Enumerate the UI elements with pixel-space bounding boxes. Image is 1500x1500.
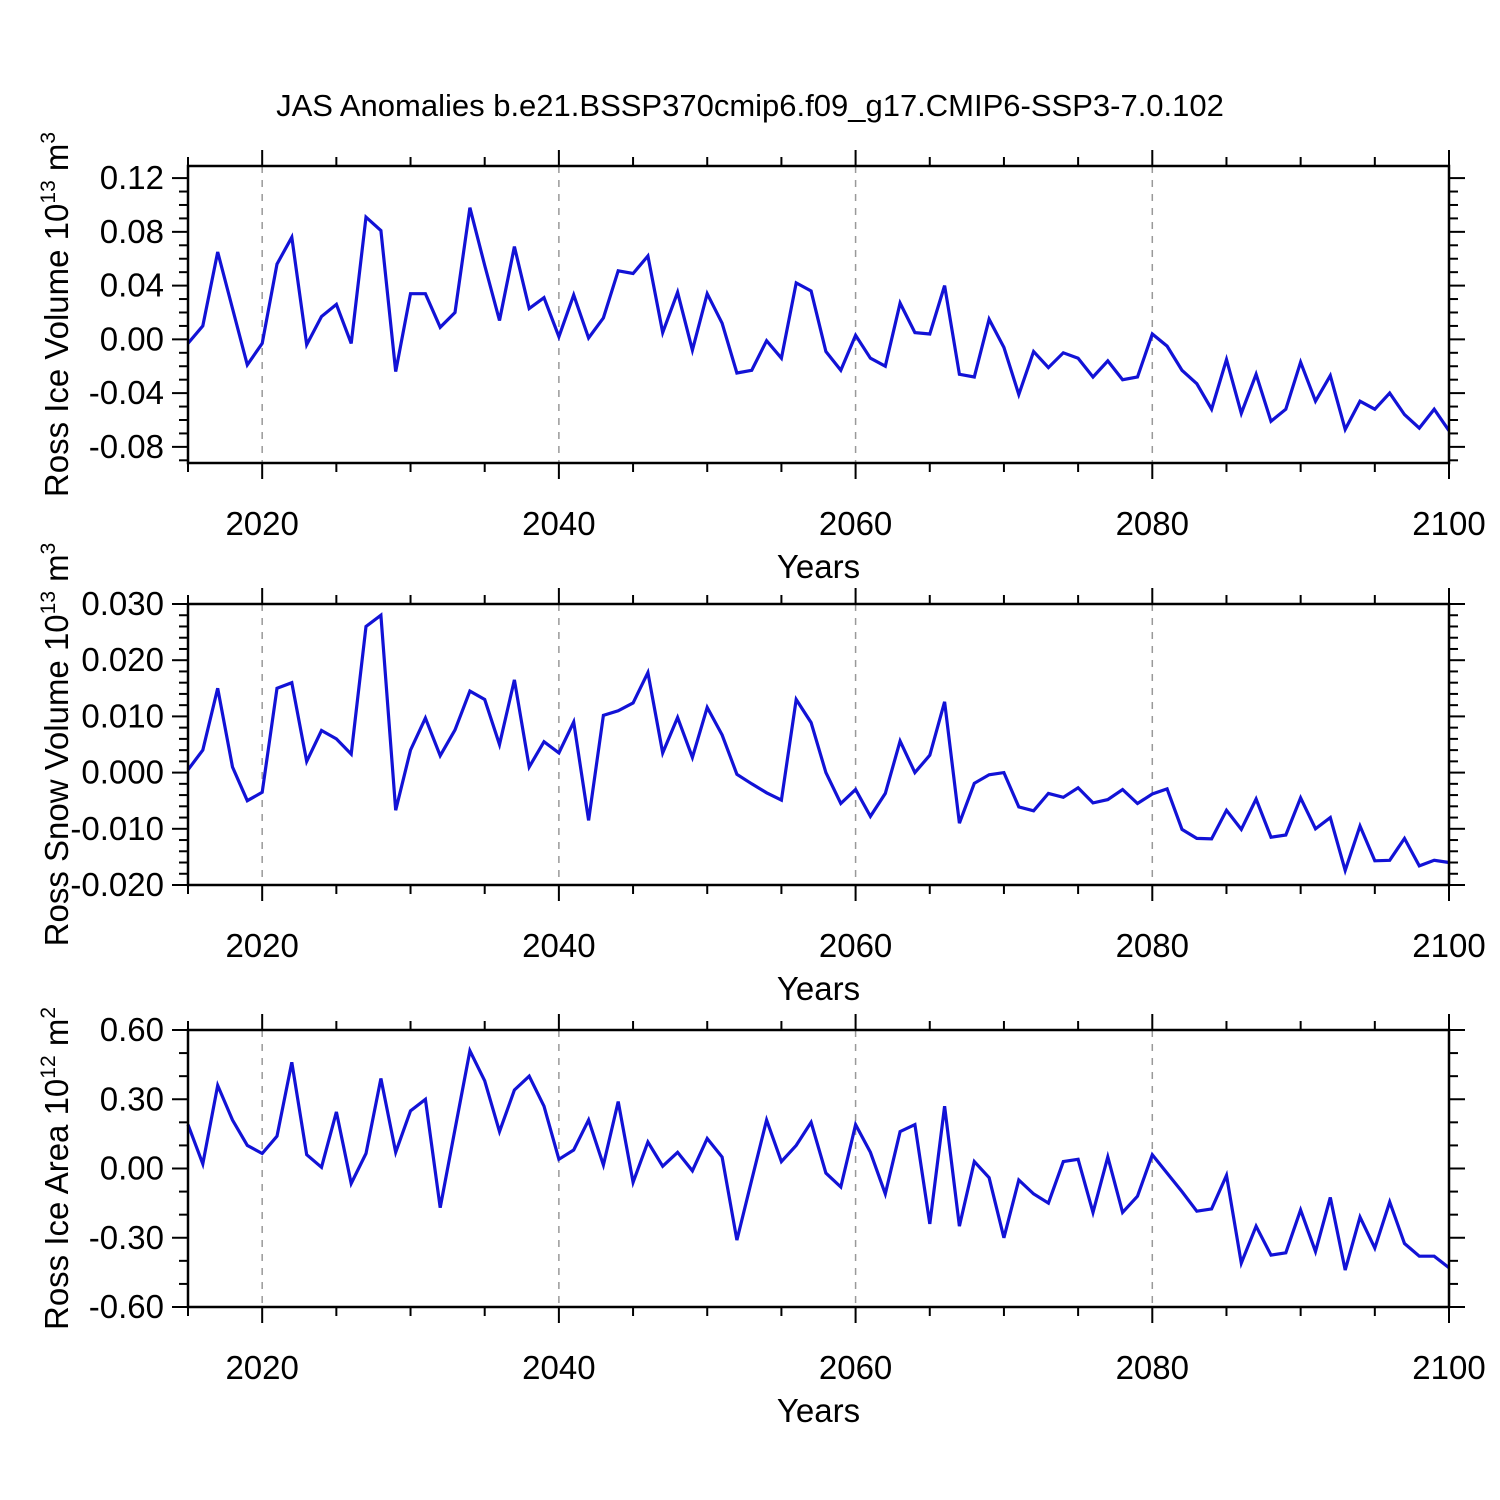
series-line-ross-ice-area — [186, 1045, 1450, 1271]
plot-box — [186, 1028, 1451, 1309]
y-tick-label: 0.000 — [81, 754, 164, 791]
y-tick-label: -0.010 — [70, 810, 164, 847]
plot-box — [186, 602, 1451, 887]
y-tick-label: -0.04 — [89, 374, 164, 411]
plot-box — [186, 164, 1451, 465]
y-tick-label: 0.00 — [100, 320, 164, 357]
x-axis-title: Years — [777, 970, 860, 1007]
series-line-ross-snow-volume — [186, 612, 1450, 876]
y-axis-title: Ross Ice Volume 1013 m3 — [37, 132, 75, 497]
x-axis-title: Years — [777, 548, 860, 585]
y-axis-title: Ross Snow Volume 1013 m3 — [37, 543, 75, 947]
x-tick-label: 2040 — [522, 505, 595, 542]
y-tick-label: 0.30 — [100, 1080, 164, 1117]
panel-ross-ice-area: 2020 2040 2060 2080 2100 -0.60 -0.30 0.00 0.30 0.… — [37, 1007, 1486, 1429]
y-tick-label: 0.60 — [100, 1011, 164, 1048]
y-tick-label: 0.04 — [100, 267, 164, 304]
y-tick-label: 0.020 — [81, 641, 164, 678]
x-tick-label: 2020 — [225, 505, 298, 542]
y-tick-label: 0.08 — [100, 213, 164, 250]
x-tick-label: 2020 — [225, 1349, 298, 1386]
chart-title: JAS Anomalies b.e21.BSSP370cmip6.f09_g17… — [276, 88, 1224, 123]
x-tick-label: 2080 — [1116, 505, 1189, 542]
x-tick-label: 2100 — [1412, 505, 1485, 542]
y-tick-label: -0.020 — [70, 866, 164, 903]
x-tick-label: 2060 — [819, 505, 892, 542]
y-tick-label: 0.12 — [100, 159, 164, 196]
y-axis-title: Ross Ice Area 1012 m2 — [37, 1007, 75, 1330]
x-tick-label: 2020 — [225, 927, 298, 964]
panel-ross-snow-volume: 2020 2040 2060 2080 2100 -0.020 -0.010 0.000 0.0… — [37, 543, 1486, 1007]
x-axis-title: Years — [777, 1392, 860, 1429]
series-line-ross-ice-volume — [186, 207, 1451, 434]
x-tick-label: 2040 — [522, 927, 595, 964]
y-tick-label: -0.08 — [89, 428, 164, 465]
x-tick-label: 2060 — [819, 1349, 892, 1386]
x-tick-label: 2100 — [1412, 927, 1485, 964]
y-tick-label: -0.60 — [89, 1288, 164, 1325]
panel-ross-ice-volume: 2020 2040 2060 2080 2100 -0.08 -0.04 0.00 0.04 0.… — [37, 132, 1486, 585]
y-tick-label: 0.00 — [100, 1150, 164, 1187]
y-tick-label: 0.030 — [81, 585, 164, 622]
x-tick-label: 2080 — [1116, 927, 1189, 964]
y-tick-label: 0.010 — [81, 697, 164, 734]
y-tick-label: -0.30 — [89, 1219, 164, 1256]
x-tick-label: 2060 — [819, 927, 892, 964]
x-tick-label: 2040 — [522, 1349, 595, 1386]
x-tick-label: 2080 — [1116, 1349, 1189, 1386]
x-tick-label: 2100 — [1412, 1349, 1485, 1386]
